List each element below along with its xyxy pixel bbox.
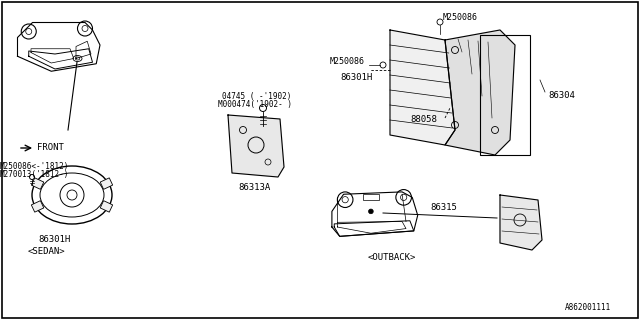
Text: M250086: M250086 [330, 58, 365, 67]
Bar [100, 178, 113, 189]
Polygon shape [445, 30, 515, 155]
Text: M270013('1812-): M270013('1812-) [0, 171, 69, 180]
Polygon shape [228, 115, 284, 177]
Text: 86315: 86315 [430, 203, 457, 212]
Text: 86301H: 86301H [340, 74, 372, 83]
Text: M250086: M250086 [443, 13, 478, 22]
Text: M250086<-'1812): M250086<-'1812) [0, 163, 69, 172]
Bar [363, 194, 379, 200]
Text: 86313A: 86313A [238, 183, 270, 193]
Text: M000474('1902- ): M000474('1902- ) [218, 100, 292, 109]
Text: 88058: 88058 [410, 116, 437, 124]
Text: A862001111: A862001111 [565, 303, 611, 313]
Bar [480, 35, 530, 155]
Text: 86301H: 86301H [38, 236, 70, 244]
Polygon shape [390, 30, 455, 145]
Text: FRONT: FRONT [37, 143, 64, 153]
Circle shape [369, 209, 373, 214]
Text: 86304: 86304 [548, 91, 575, 100]
Text: <SEDAN>: <SEDAN> [28, 247, 66, 257]
Polygon shape [500, 195, 542, 250]
Bar [31, 201, 44, 212]
Bar [31, 178, 44, 189]
Bar [100, 201, 113, 212]
Text: 04745 ( -'1902): 04745 ( -'1902) [222, 92, 291, 100]
Text: <OUTBACK>: <OUTBACK> [368, 253, 417, 262]
